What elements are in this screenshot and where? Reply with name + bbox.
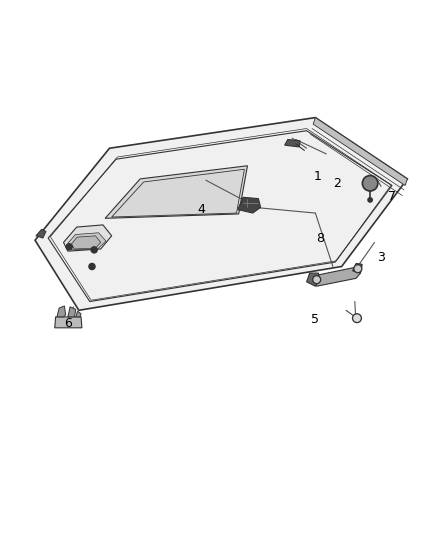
Text: 8: 8 bbox=[316, 231, 324, 245]
Text: 4: 4 bbox=[198, 203, 205, 216]
Polygon shape bbox=[313, 266, 360, 286]
Polygon shape bbox=[313, 118, 407, 185]
Circle shape bbox=[314, 277, 319, 282]
Circle shape bbox=[354, 315, 360, 321]
Polygon shape bbox=[238, 197, 261, 213]
Circle shape bbox=[91, 247, 97, 253]
Text: 2: 2 bbox=[333, 177, 341, 190]
Polygon shape bbox=[76, 311, 81, 317]
Polygon shape bbox=[353, 263, 362, 273]
Polygon shape bbox=[55, 317, 82, 328]
Circle shape bbox=[66, 244, 72, 250]
Circle shape bbox=[89, 263, 95, 270]
Circle shape bbox=[354, 265, 362, 273]
Text: 3: 3 bbox=[377, 251, 385, 264]
Text: 5: 5 bbox=[311, 312, 319, 326]
Circle shape bbox=[313, 276, 321, 284]
Circle shape bbox=[355, 266, 360, 271]
Polygon shape bbox=[71, 236, 101, 249]
Polygon shape bbox=[68, 307, 76, 317]
Polygon shape bbox=[285, 140, 300, 147]
Circle shape bbox=[362, 175, 378, 191]
Circle shape bbox=[368, 198, 372, 202]
Polygon shape bbox=[68, 233, 106, 250]
Polygon shape bbox=[36, 229, 46, 238]
Polygon shape bbox=[64, 225, 112, 251]
Circle shape bbox=[364, 177, 376, 189]
Polygon shape bbox=[35, 118, 407, 310]
Polygon shape bbox=[57, 306, 66, 317]
Text: 7: 7 bbox=[388, 190, 396, 203]
Polygon shape bbox=[307, 273, 320, 286]
Text: 6: 6 bbox=[64, 317, 72, 330]
Polygon shape bbox=[105, 166, 247, 219]
Circle shape bbox=[353, 314, 361, 322]
Text: 1: 1 bbox=[314, 170, 321, 183]
